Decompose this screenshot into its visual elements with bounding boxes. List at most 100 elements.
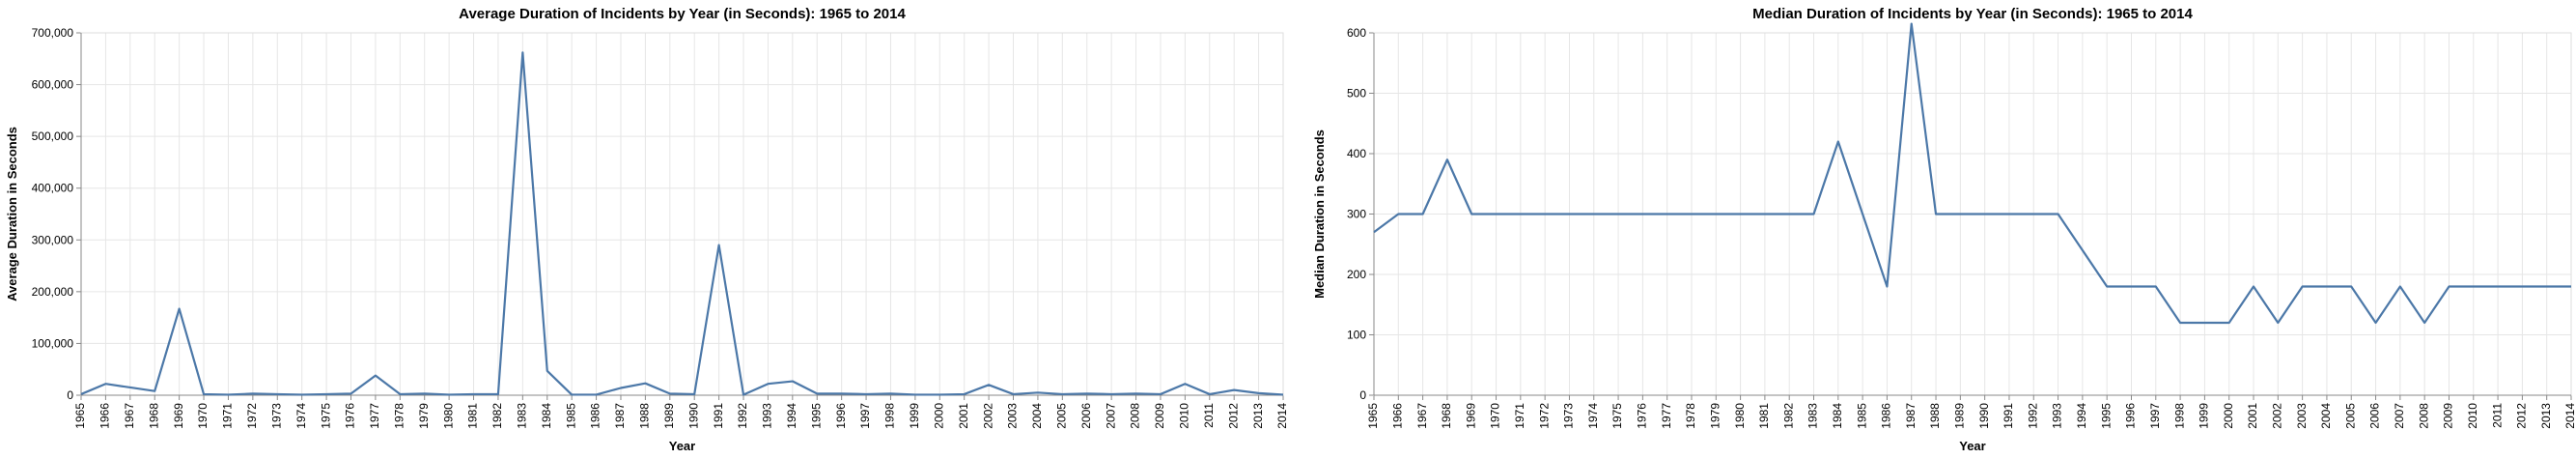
data-point — [472, 392, 476, 396]
data-point — [1543, 213, 1547, 216]
average-duration-chart: Average Duration of Incidents by Year (i… — [5, 6, 1288, 453]
x-tick-label: 2000 — [932, 403, 945, 429]
data-point — [202, 392, 206, 396]
x-tick-label: 2001 — [957, 403, 970, 429]
data-point — [103, 382, 107, 386]
x-tick-label: 1994 — [785, 403, 798, 429]
data-point — [1036, 390, 1040, 394]
data-point — [2252, 285, 2255, 289]
x-tick-label: 1998 — [2172, 403, 2186, 429]
data-point — [546, 369, 549, 373]
y-tick-label: 200,000 — [32, 285, 74, 299]
x-tick-label: 1974 — [1586, 403, 1600, 429]
data-point — [1445, 158, 1449, 161]
x-tick-label: 1975 — [1610, 403, 1624, 429]
data-point — [1396, 213, 1400, 216]
data-point — [1208, 392, 1212, 396]
x-tick-label: 1999 — [2198, 403, 2211, 429]
x-tick-label: 1992 — [2026, 403, 2039, 429]
data-point — [1910, 22, 1914, 26]
data-point — [717, 244, 721, 247]
x-tick-label: 1982 — [1781, 403, 1795, 429]
data-point — [1012, 392, 1016, 396]
data-point — [2374, 321, 2378, 325]
data-point — [178, 307, 182, 311]
data-point — [963, 392, 966, 396]
x-tick-label: 1972 — [245, 403, 259, 429]
data-point — [2496, 285, 2500, 289]
x-tick-label: 1968 — [147, 403, 160, 429]
data-point — [2472, 285, 2476, 289]
x-tick-label: 1980 — [1733, 403, 1747, 429]
data-point — [840, 391, 844, 395]
data-point — [2520, 285, 2524, 289]
x-tick-label: 1967 — [1415, 403, 1429, 429]
data-point — [496, 392, 500, 396]
x-tick-label: 2008 — [2417, 403, 2430, 429]
data-point — [300, 392, 304, 396]
x-tick-label: 2008 — [1129, 403, 1142, 429]
data-point — [153, 389, 156, 393]
data-point — [1958, 213, 1962, 216]
y-tick-label: 200 — [1347, 268, 1366, 281]
data-point — [374, 374, 378, 378]
x-tick-label: 2000 — [2222, 403, 2235, 429]
data-point — [1885, 285, 1889, 289]
x-tick-label: 1989 — [1953, 403, 1967, 429]
data-point — [913, 392, 917, 396]
data-point — [1495, 213, 1498, 216]
x-tick-label: 2010 — [2466, 403, 2479, 429]
x-tick-label: 2011 — [2490, 403, 2504, 428]
data-point — [1085, 391, 1089, 395]
x-tick-label: 2004 — [2319, 403, 2333, 429]
data-point — [1134, 391, 1138, 395]
x-tick-label: 1991 — [2002, 403, 2015, 429]
chart-title: Average Duration of Incidents by Year (i… — [459, 6, 906, 22]
x-tick-label: 2001 — [2246, 403, 2259, 429]
x-tick-label: 1983 — [516, 403, 529, 429]
data-point — [1372, 230, 1376, 234]
y-tick-label: 600,000 — [32, 78, 74, 92]
data-point — [668, 391, 672, 395]
x-axis-title: Year — [669, 439, 695, 453]
x-tick-label: 2009 — [1153, 403, 1166, 429]
data-point — [643, 382, 647, 386]
data-point — [938, 392, 941, 396]
x-tick-label: 1985 — [1855, 403, 1868, 429]
data-point — [1470, 213, 1473, 216]
x-tick-label: 2002 — [981, 403, 994, 429]
data-point — [619, 387, 623, 390]
x-tick-label: 1966 — [1390, 403, 1404, 429]
x-tick-label: 1980 — [441, 403, 455, 429]
data-point — [2447, 285, 2450, 289]
median-duration-chart: Median Duration of Incidents by Year (in… — [1312, 6, 2576, 453]
data-point — [79, 392, 83, 396]
data-point — [2081, 248, 2085, 252]
x-tick-label: 1966 — [98, 403, 112, 429]
x-tick-label: 2002 — [2270, 403, 2283, 429]
x-tick-label: 1969 — [172, 403, 185, 429]
x-tick-label: 1978 — [1684, 403, 1697, 429]
x-tick-label: 1990 — [686, 403, 700, 429]
data-point — [692, 392, 696, 396]
series-line — [80, 51, 1284, 396]
x-tick-label: 1988 — [1928, 403, 1942, 429]
data-point — [595, 392, 599, 396]
data-point — [1567, 213, 1571, 216]
chart-title: Median Duration of Incidents by Year (in… — [1752, 6, 2193, 22]
x-tick-label: 2013 — [2539, 403, 2553, 429]
x-tick-label: 1993 — [2051, 403, 2064, 429]
x-tick-label: 1967 — [123, 403, 136, 429]
data-point — [1183, 382, 1187, 386]
data-point — [2325, 285, 2329, 289]
data-point — [1714, 213, 1718, 216]
y-tick-label: 400 — [1347, 147, 1366, 160]
x-tick-label: 2007 — [2393, 403, 2406, 429]
data-point — [2227, 321, 2231, 325]
data-point — [1257, 391, 1261, 395]
data-point — [2301, 285, 2305, 289]
data-point — [1616, 213, 1620, 216]
data-point — [2422, 321, 2426, 325]
data-point — [128, 386, 132, 389]
